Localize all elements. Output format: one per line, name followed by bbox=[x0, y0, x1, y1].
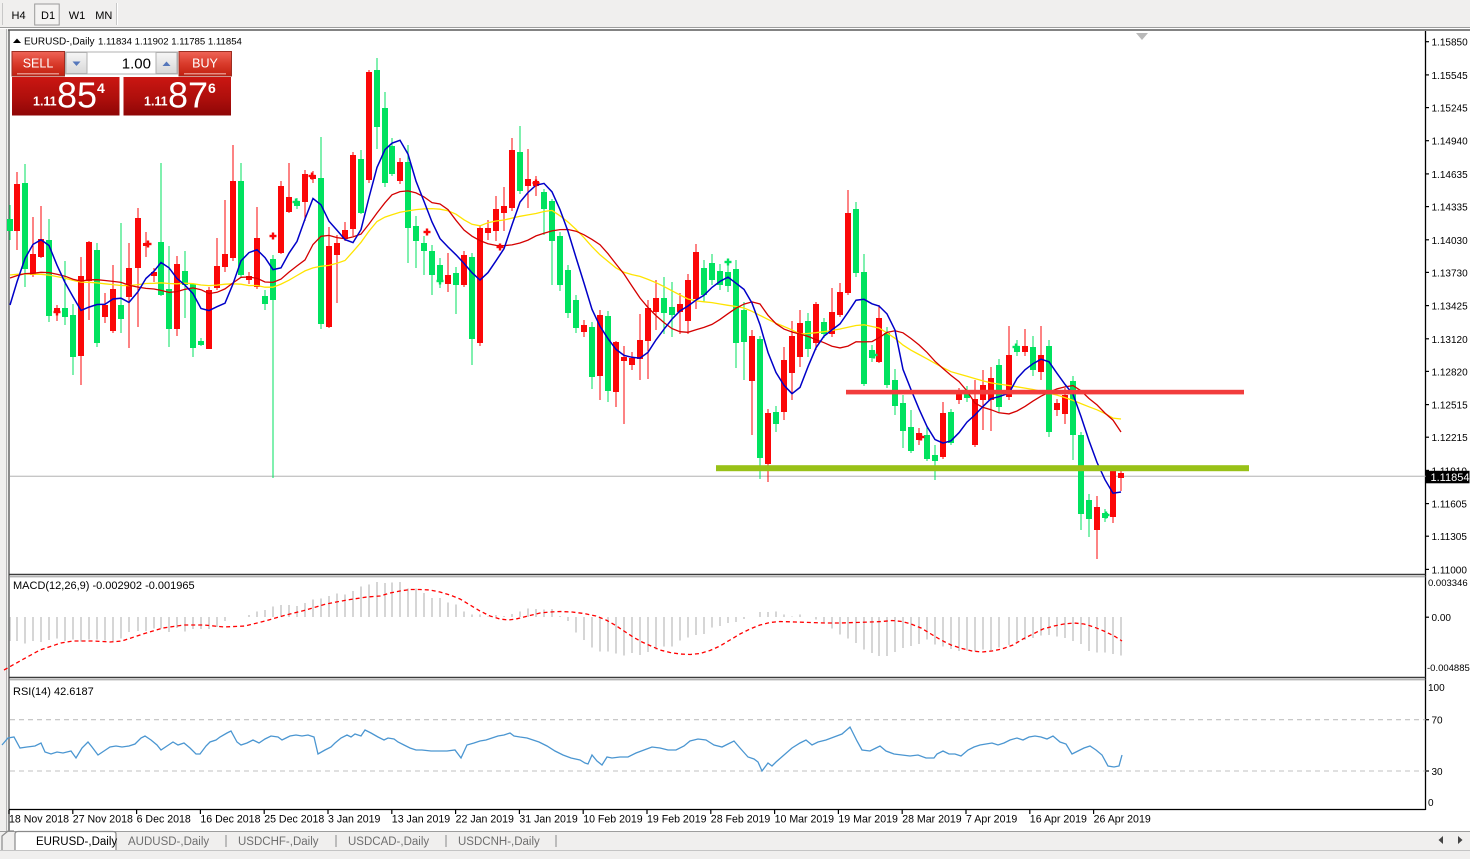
svg-text:13 Jan 2019: 13 Jan 2019 bbox=[392, 814, 450, 826]
svg-text:D1: D1 bbox=[41, 10, 55, 22]
svg-text:1.11305: 1.11305 bbox=[1432, 532, 1468, 543]
svg-text:1.11854: 1.11854 bbox=[1431, 472, 1470, 484]
svg-text:1.11605: 1.11605 bbox=[1432, 500, 1468, 511]
svg-text:16 Apr 2019: 16 Apr 2019 bbox=[1030, 814, 1087, 826]
svg-text:BUY: BUY bbox=[192, 57, 218, 71]
svg-text:MACD(12,26,9) -0.002902 -0.001: MACD(12,26,9) -0.002902 -0.001965 bbox=[13, 580, 195, 592]
svg-text:1.14940: 1.14940 bbox=[1432, 137, 1469, 148]
svg-text:1.11000: 1.11000 bbox=[1432, 565, 1468, 576]
svg-text:28 Feb 2019: 28 Feb 2019 bbox=[711, 814, 771, 826]
svg-text:10 Feb 2019: 10 Feb 2019 bbox=[583, 814, 643, 826]
svg-text:16 Dec 2018: 16 Dec 2018 bbox=[200, 814, 260, 826]
svg-text:W1: W1 bbox=[69, 10, 86, 22]
svg-text:0: 0 bbox=[1428, 798, 1434, 809]
svg-text:1.11834 1.11902 1.11785 1.1185: 1.11834 1.11902 1.11785 1.11854 bbox=[98, 37, 243, 48]
svg-text:MN: MN bbox=[95, 10, 112, 22]
svg-text:100: 100 bbox=[1428, 683, 1445, 694]
svg-text:EURUSD-,Daily: EURUSD-,Daily bbox=[36, 836, 117, 848]
svg-text:1.12820: 1.12820 bbox=[1432, 367, 1469, 378]
svg-text:30: 30 bbox=[1432, 767, 1444, 778]
svg-text:H4: H4 bbox=[12, 10, 26, 22]
svg-text:1.13730: 1.13730 bbox=[1432, 268, 1469, 279]
svg-text:6: 6 bbox=[208, 80, 216, 96]
svg-text:USDCNH-,Daily: USDCNH-,Daily bbox=[458, 836, 540, 848]
svg-text:7 Apr 2019: 7 Apr 2019 bbox=[966, 814, 1017, 826]
svg-text:0.003346: 0.003346 bbox=[1428, 578, 1468, 589]
svg-text:1.11: 1.11 bbox=[144, 95, 168, 109]
svg-text:1.14030: 1.14030 bbox=[1432, 236, 1469, 247]
svg-text:1.00: 1.00 bbox=[122, 56, 151, 73]
svg-text:25 Dec 2018: 25 Dec 2018 bbox=[264, 814, 324, 826]
svg-text:4: 4 bbox=[97, 80, 105, 96]
svg-text:USDCHF-,Daily: USDCHF-,Daily bbox=[238, 836, 319, 848]
svg-text:19 Feb 2019: 19 Feb 2019 bbox=[647, 814, 707, 826]
svg-text:1.15850: 1.15850 bbox=[1432, 38, 1469, 49]
svg-text:28 Mar 2019: 28 Mar 2019 bbox=[902, 814, 962, 826]
svg-text:1.11: 1.11 bbox=[33, 95, 57, 109]
svg-text:27 Nov 2018: 27 Nov 2018 bbox=[73, 814, 133, 826]
svg-text:1.15245: 1.15245 bbox=[1432, 104, 1469, 115]
svg-text:22 Jan 2019: 22 Jan 2019 bbox=[456, 814, 514, 826]
svg-text:EURUSD-,Daily: EURUSD-,Daily bbox=[24, 37, 95, 48]
svg-text:SELL: SELL bbox=[23, 57, 54, 71]
svg-text:1.12215: 1.12215 bbox=[1432, 433, 1469, 444]
svg-text:1.14635: 1.14635 bbox=[1432, 170, 1469, 181]
svg-text:AUDUSD-,Daily: AUDUSD-,Daily bbox=[128, 836, 209, 848]
svg-text:-0.004885: -0.004885 bbox=[1427, 663, 1470, 674]
svg-text:70: 70 bbox=[1432, 716, 1444, 727]
svg-text:26 Apr 2019: 26 Apr 2019 bbox=[1094, 814, 1151, 826]
svg-text:USDCAD-,Daily: USDCAD-,Daily bbox=[348, 836, 429, 848]
svg-text:85: 85 bbox=[57, 75, 97, 116]
svg-text:1.14335: 1.14335 bbox=[1432, 203, 1469, 214]
svg-text:3 Jan 2019: 3 Jan 2019 bbox=[328, 814, 381, 826]
svg-text:10 Mar 2019: 10 Mar 2019 bbox=[775, 814, 835, 826]
svg-text:1.15545: 1.15545 bbox=[1432, 71, 1469, 82]
svg-text:18 Nov 2018: 18 Nov 2018 bbox=[9, 814, 69, 826]
svg-text:6 Dec 2018: 6 Dec 2018 bbox=[137, 814, 191, 826]
svg-text:RSI(14) 42.6187: RSI(14) 42.6187 bbox=[13, 686, 94, 698]
svg-text:1.13425: 1.13425 bbox=[1432, 302, 1469, 313]
svg-text:1.12515: 1.12515 bbox=[1432, 401, 1469, 412]
svg-text:19 Mar 2019: 19 Mar 2019 bbox=[838, 814, 898, 826]
svg-text:31 Jan 2019: 31 Jan 2019 bbox=[519, 814, 577, 826]
svg-text:0.00: 0.00 bbox=[1432, 613, 1452, 624]
svg-text:87: 87 bbox=[168, 75, 208, 116]
svg-text:1.13120: 1.13120 bbox=[1432, 335, 1469, 346]
